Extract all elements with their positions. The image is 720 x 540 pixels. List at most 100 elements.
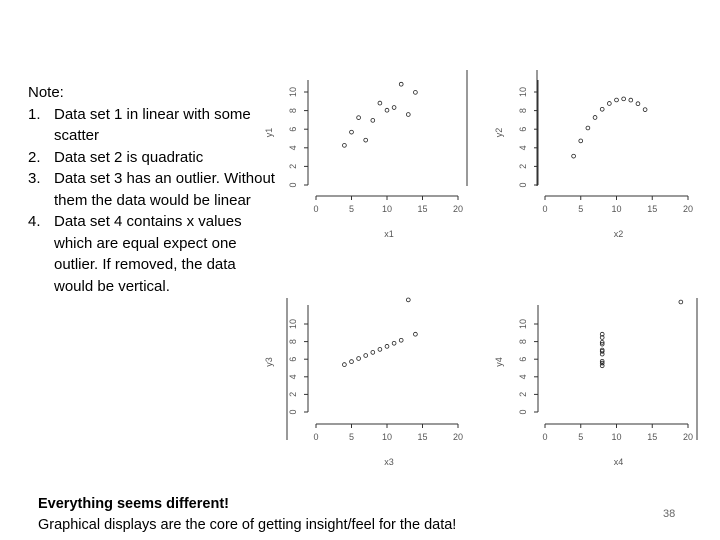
note-item: 4. Data set 4 contains x values which are… xyxy=(28,211,278,297)
x-tick-label: 20 xyxy=(683,204,693,214)
x-tick-label: 15 xyxy=(417,204,427,214)
data-point xyxy=(370,350,376,355)
y-tick-label: 8 xyxy=(288,339,298,344)
y-tick-label: 0 xyxy=(288,182,298,187)
note-item-number: 3. xyxy=(28,170,41,187)
y-tick-label: 4 xyxy=(288,374,298,379)
data-point xyxy=(342,362,347,367)
footer-subline: Graphical displays are the core of getti… xyxy=(38,517,457,533)
data-point xyxy=(599,359,605,364)
x-tick-label: 20 xyxy=(683,432,693,442)
data-point xyxy=(571,153,576,159)
data-point xyxy=(391,105,397,110)
note-panel: Note: 1. Data set 1 in linear with some s… xyxy=(28,82,278,297)
data-point xyxy=(356,356,361,361)
y-tick-label: 10 xyxy=(288,87,298,97)
data-point xyxy=(599,349,605,354)
x-tick-label: 5 xyxy=(578,204,583,214)
y-tick-label: 0 xyxy=(518,182,528,187)
x-tick-label: 10 xyxy=(382,432,392,442)
x-axis-label: x1 xyxy=(384,229,394,239)
data-point xyxy=(599,351,605,357)
note-item-text: Data set 3 has an outlier. Without them … xyxy=(54,170,275,209)
note-item-text: Data set 1 in linear with some scatter xyxy=(54,105,251,145)
x-tick-label: 0 xyxy=(542,432,547,442)
data-point xyxy=(349,129,354,135)
y-tick-label: 8 xyxy=(288,108,298,113)
data-point xyxy=(377,347,383,352)
x-tick-label: 15 xyxy=(647,432,657,442)
y-tick-label: 10 xyxy=(518,319,528,329)
data-point xyxy=(356,115,361,120)
scatter-panel-3: 0 5 10 15 20 0 2 4 6 8 10 x3 y3 xyxy=(264,297,463,467)
x-axis-label: x2 xyxy=(614,229,624,239)
data-point xyxy=(384,107,390,113)
data-point xyxy=(585,125,591,131)
y-tick-label: 4 xyxy=(518,145,528,150)
note-item-text: Data set 2 is quadratic xyxy=(54,148,204,166)
note-item-number: 1. xyxy=(28,105,41,123)
data-point xyxy=(599,363,605,369)
x-tick-label: 5 xyxy=(349,432,354,442)
note-item: 3. Data set 3 has an outlier. Without the… xyxy=(28,168,278,211)
data-point xyxy=(599,347,605,353)
y-tick-label: 8 xyxy=(518,108,528,113)
data-point xyxy=(678,299,684,305)
data-point xyxy=(398,337,404,343)
data-point xyxy=(384,344,390,349)
data-point xyxy=(621,96,626,102)
data-point xyxy=(342,143,347,148)
data-point xyxy=(377,100,383,106)
y-axis-label: y3 xyxy=(264,357,274,367)
scatter-panel-4: 0 5 10 15 20 0 2 4 6 8 10 x4 y4 xyxy=(494,298,698,467)
data-point xyxy=(599,341,605,347)
y-tick-label: 2 xyxy=(518,392,528,397)
data-point xyxy=(599,335,605,340)
y-axis-label: y2 xyxy=(494,128,504,138)
data-point xyxy=(391,340,397,346)
footer-text: Everything seems different! Graphical di… xyxy=(38,494,456,536)
data-point xyxy=(642,107,648,112)
data-point xyxy=(413,331,418,337)
x-tick-label: 5 xyxy=(349,204,354,214)
note-item-number: 2. xyxy=(28,148,41,166)
data-point xyxy=(405,297,411,303)
y-tick-label: 6 xyxy=(518,127,528,132)
x-tick-label: 10 xyxy=(382,204,392,214)
x-tick-label: 15 xyxy=(417,432,427,442)
note-item: 1. Data set 1 in linear with some scatter xyxy=(28,104,278,147)
data-point xyxy=(405,112,411,117)
note-title: Note: xyxy=(28,84,64,101)
data-point xyxy=(599,340,605,345)
x-tick-label: 20 xyxy=(453,432,463,442)
x-tick-label: 0 xyxy=(542,204,547,214)
x-tick-label: 15 xyxy=(647,204,657,214)
note-list: 1. Data set 1 in linear with some scatter… xyxy=(28,104,278,298)
data-point xyxy=(398,81,404,87)
data-point xyxy=(370,118,376,123)
data-point xyxy=(599,360,605,366)
data-point xyxy=(363,137,369,143)
slide-number: 38 xyxy=(663,508,676,520)
note-item-text: Data set 4 contains x values which are e… xyxy=(54,213,242,295)
x-axis-label: x4 xyxy=(614,457,624,467)
data-point xyxy=(599,331,605,337)
y-tick-label: 4 xyxy=(288,145,298,150)
note-item-number: 4. xyxy=(28,213,41,230)
y-axis-label: y4 xyxy=(494,357,504,367)
x-tick-label: 10 xyxy=(611,204,621,214)
data-point xyxy=(628,97,634,103)
data-point xyxy=(413,90,418,95)
x-tick-label: 20 xyxy=(453,204,463,214)
x-tick-label: 10 xyxy=(611,432,621,442)
data-point xyxy=(599,106,605,112)
note-item: 2. Data set 2 is quadratic xyxy=(28,147,278,169)
scatter-panel-2: 0 5 10 15 20 0 2 4 6 8 10 x2 y2 xyxy=(494,70,693,239)
y-tick-label: 4 xyxy=(518,374,528,379)
data-point xyxy=(349,359,354,364)
x-tick-label: 5 xyxy=(578,432,583,442)
data-point xyxy=(578,138,584,144)
y-tick-label: 6 xyxy=(518,357,528,362)
y-tick-label: 8 xyxy=(518,339,528,344)
y-tick-label: 10 xyxy=(518,87,528,97)
